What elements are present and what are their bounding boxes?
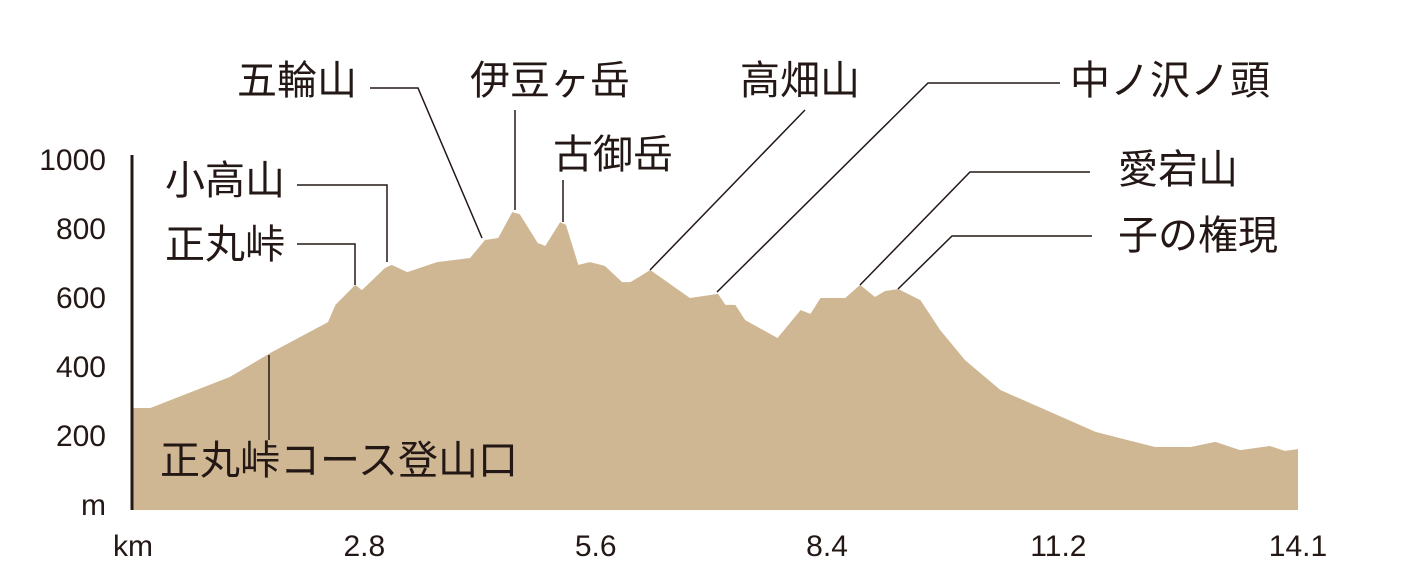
- peak-label: 五輪山: [237, 58, 357, 104]
- peak-label: 正丸峠: [165, 222, 285, 268]
- peak-label: 古御岳: [553, 132, 673, 178]
- x-tick-label: 11.2: [1030, 530, 1086, 563]
- peak-label: 小高山: [165, 158, 285, 204]
- x-tick-label: 8.4: [806, 530, 848, 563]
- x-tick-label: 2.8: [343, 530, 385, 563]
- leader-line: [297, 184, 388, 262]
- y-tick-label: 400: [56, 351, 106, 384]
- leader-line: [859, 171, 1090, 286]
- peak-label: 正丸峠コース登山口: [160, 438, 518, 484]
- peak-label: 伊豆ヶ岳: [470, 58, 630, 104]
- x-tick-label: 14.1: [1269, 530, 1327, 563]
- y-tick-label: m: [81, 489, 106, 522]
- leader-line: [370, 87, 483, 239]
- y-tick-label: 200: [56, 420, 106, 453]
- leader-line: [716, 82, 1060, 293]
- x-tick-label: 5.6: [575, 530, 617, 563]
- y-tick-label: 800: [56, 213, 106, 246]
- x-tick-label: km: [113, 530, 153, 563]
- leader-line: [649, 109, 806, 271]
- peak-label: 愛宕山: [1118, 147, 1238, 193]
- peak-label: 高畑山: [740, 58, 860, 104]
- peak-label: 子の権現: [1118, 213, 1278, 259]
- peak-label: 中ノ沢ノ頭: [1070, 58, 1270, 104]
- leader-line: [897, 235, 1092, 290]
- y-tick-label: 600: [56, 282, 106, 315]
- leader-line: [297, 243, 356, 285]
- elevation-area: [133, 212, 1298, 510]
- y-tick-label: 1000: [39, 144, 106, 177]
